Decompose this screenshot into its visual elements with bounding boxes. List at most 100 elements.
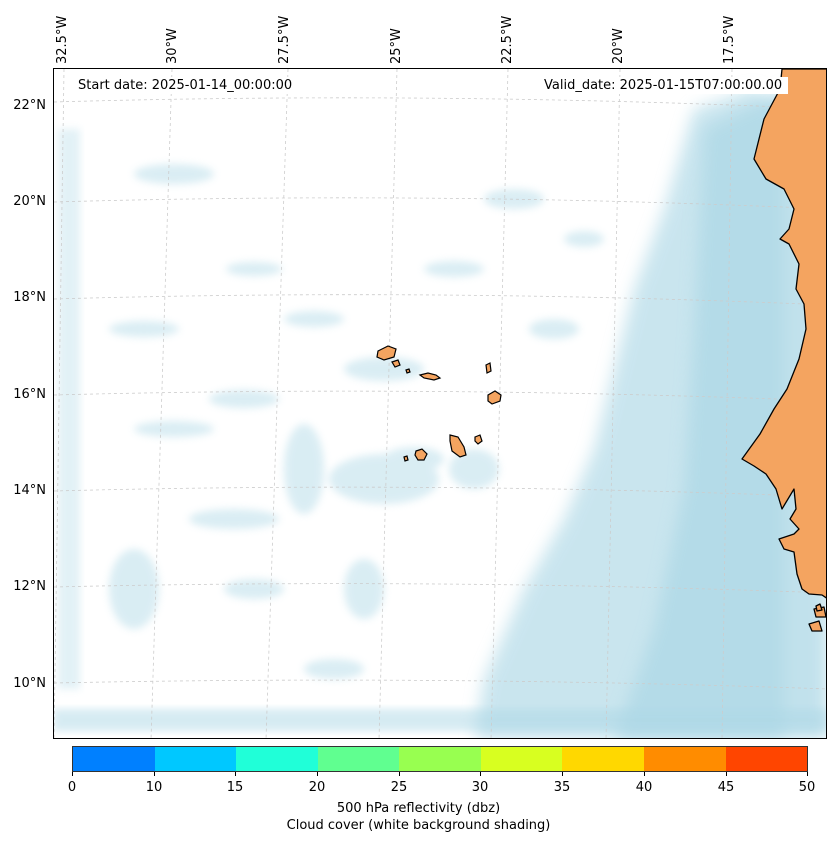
parallel (54, 97, 826, 110)
cloud-patch (226, 262, 282, 276)
graticule (54, 69, 826, 738)
lon-label-30w: 30°W (165, 28, 180, 64)
colorbar-tickmark (644, 772, 645, 776)
cloud-patch (484, 189, 544, 209)
cloud-patch (284, 424, 324, 514)
colorbar-tickmark (562, 772, 563, 776)
colorbar-tickmark (154, 772, 155, 776)
colorbar-tick-label: 0 (67, 780, 77, 795)
lon-label-27-5w: 27.5°W (277, 15, 292, 64)
parallel (54, 294, 826, 306)
island-sal (485, 362, 492, 374)
africa-coast (741, 69, 826, 632)
lon-label-22-5w: 22.5°W (500, 15, 515, 64)
lon-label-32-5w: 32.5°W (55, 15, 70, 64)
cloud-strip-bottom (54, 709, 826, 731)
colorbar-label-reflectivity: 500 hPa reflectivity (dbz) (336, 801, 501, 816)
colorbar-tickmark (399, 772, 400, 776)
colorbar-label-cloud-cover: Cloud cover (white background shading) (286, 818, 551, 833)
lat-label-14n: 14°N (13, 483, 46, 498)
guinea-bissau-islands (808, 620, 823, 632)
colorbar-tick-label: 30 (471, 780, 489, 795)
island-maio (474, 434, 483, 445)
lon-label-20w: 20°W (611, 28, 626, 64)
cloud-patch (529, 319, 579, 339)
meridian (490, 69, 509, 738)
lon-label-25w: 25°W (389, 28, 404, 64)
island-boa-vista (487, 390, 502, 405)
lat-label-18n: 18°N (13, 290, 46, 305)
colorbar-tick-label: 15 (226, 780, 244, 795)
meridian (150, 69, 173, 738)
meridian (378, 69, 398, 738)
parallel (54, 390, 826, 402)
cloud-patch (109, 321, 179, 337)
map-panel (53, 68, 827, 739)
colorbar-tickmark (235, 772, 236, 776)
cloud-patch (304, 659, 364, 679)
colorbar-tick-label: 25 (390, 780, 408, 795)
island-santa-luzia (405, 368, 411, 374)
island-sao-vicente (391, 359, 401, 368)
lon-label-17-5w: 17.5°W (722, 15, 737, 64)
colorbar-segment (73, 747, 155, 771)
colorbar-tick-label: 40 (635, 780, 653, 795)
lat-label-22n: 22°N (13, 98, 46, 113)
meridian (605, 69, 621, 738)
colorbar-segment (317, 747, 400, 771)
cloud-patch (134, 164, 214, 184)
island-fogo (414, 448, 428, 461)
lat-label-10n: 10°N (13, 676, 46, 691)
cloud-patch (329, 454, 439, 504)
bijagos-island (815, 603, 823, 612)
colorbar (72, 746, 808, 772)
colorbar-tick-label: 35 (553, 780, 571, 795)
lat-label-12n: 12°N (13, 579, 46, 594)
colorbar-segment (562, 747, 644, 771)
cloud-cover-layer (54, 69, 826, 738)
colorbar-segment (399, 747, 481, 771)
meridian (721, 69, 733, 738)
lat-label-16n: 16°N (13, 387, 46, 402)
island-santo-antao (376, 345, 397, 361)
island-sao-nicolau (418, 372, 442, 381)
colorbar-tick-label: 10 (145, 780, 163, 795)
cape-verde-islands (376, 345, 502, 462)
valid-date-label: Valid_date: 2025-01-15T07:00:00.00 (538, 77, 789, 94)
parallel (54, 679, 826, 690)
start-date-label: Start date: 2025-01-14_00:00:00 (72, 77, 299, 94)
map-canvas (54, 69, 826, 738)
meridian (54, 69, 65, 738)
cloud-patch (189, 509, 279, 529)
colorbar-tick-label: 20 (308, 780, 326, 795)
colorbar-tickmark (317, 772, 318, 776)
colorbar-tickmark (726, 772, 727, 776)
island-brava (403, 455, 409, 462)
colorbar-segment (643, 747, 726, 771)
colorbar-tickmark (807, 772, 808, 776)
meridian (265, 69, 289, 738)
colorbar-tickmark (72, 772, 73, 776)
cloud-patch (134, 421, 214, 437)
colorbar-tickmark (480, 772, 481, 776)
cloud-patch (344, 559, 384, 619)
cloud-patch (109, 549, 159, 629)
parallel (54, 197, 826, 210)
colorbar-segment (154, 747, 237, 771)
parallel (54, 486, 826, 498)
colorbar-segment (725, 747, 808, 771)
lat-label-20n: 20°N (13, 194, 46, 209)
cloud-patch (564, 231, 604, 247)
mainland-west-africa (741, 69, 826, 599)
island-santiago (449, 434, 467, 458)
cloud-band-far-east (614, 69, 826, 738)
parallel (54, 583, 826, 594)
colorbar-segment (480, 747, 563, 771)
cloud-patch (284, 311, 344, 327)
colorbar-tick-label: 45 (717, 780, 735, 795)
cloud-patch (424, 261, 484, 277)
cloud-patch (224, 579, 284, 599)
colorbar-segment (236, 747, 318, 771)
cloud-strip-left (58, 129, 80, 689)
cloud-patch (209, 390, 279, 408)
